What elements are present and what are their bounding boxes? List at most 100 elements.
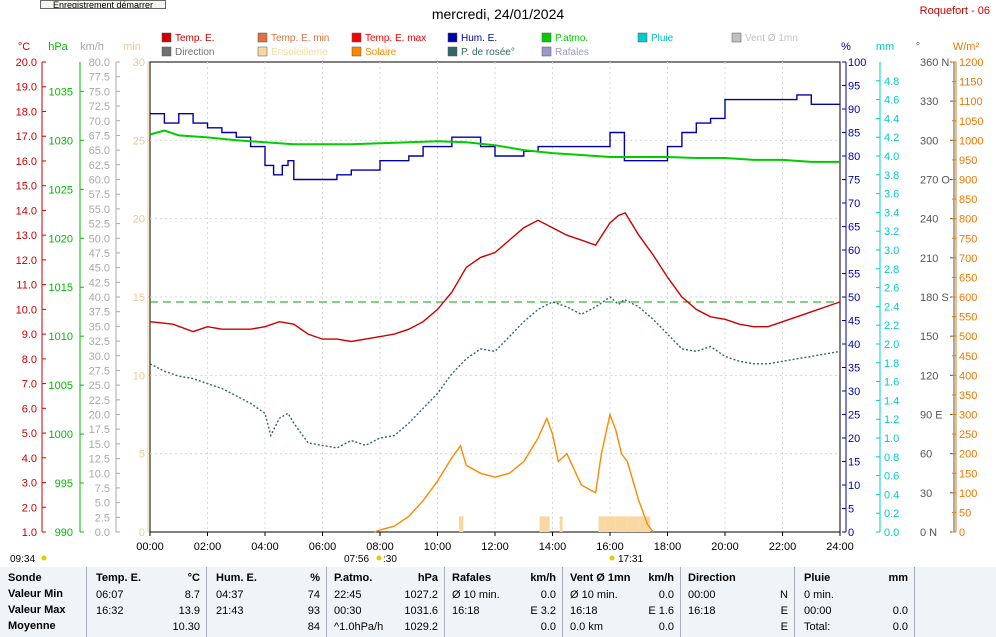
direction-tick-label: 270 O bbox=[920, 175, 950, 187]
solar-tick-label: 100 bbox=[959, 488, 977, 500]
direction-tick-label: 60 bbox=[920, 449, 932, 461]
temp-tick-label: 20.0 bbox=[16, 57, 37, 69]
direction-tick-label: 210 bbox=[920, 253, 938, 265]
solar-tick-label: 500 bbox=[959, 331, 977, 343]
stats-col-unit: hPa bbox=[417, 572, 438, 584]
rain-tick-label: 0.0 bbox=[884, 527, 899, 539]
stats-col-unit: km/h bbox=[530, 572, 556, 584]
stats-col-vent: Vent Ø 1mn km/h Ø 10 min. 0.0 16:18 E 1.6 0.0 … bbox=[562, 567, 681, 637]
wind-tick-label: 15.0 bbox=[89, 439, 110, 451]
humidity-tick-label: 25 bbox=[848, 410, 860, 422]
x-tick-label: 04:00 bbox=[251, 541, 279, 553]
humidity-tick-label: 95 bbox=[848, 81, 860, 93]
wind-tick-label: 5.0 bbox=[95, 498, 110, 510]
x-tick-label: 20:00 bbox=[711, 541, 739, 553]
sunshine-bar bbox=[615, 516, 622, 532]
wind-tick-label: 30.0 bbox=[89, 351, 110, 363]
stats-cell-value: 1027.2 bbox=[404, 589, 438, 601]
pressure-tick-label: 1030 bbox=[49, 135, 73, 147]
legend-swatch bbox=[447, 46, 458, 57]
temp-tick-label: 14.0 bbox=[16, 205, 37, 217]
x-tick-label: 00:00 bbox=[136, 541, 164, 553]
stats-cell-time: 0 min. bbox=[804, 589, 834, 601]
temp-unit: °C bbox=[18, 41, 30, 53]
sunset-dot bbox=[609, 555, 615, 561]
stats-cell-time: 00:00 bbox=[688, 589, 716, 601]
temp-tick-label: 10.0 bbox=[16, 304, 37, 316]
temp-tick-label: 19.0 bbox=[16, 82, 37, 94]
stats-cell-value: 13.9 bbox=[178, 605, 200, 617]
legend-swatch bbox=[161, 46, 172, 57]
stats-col-direction: Direction 00:00 N 16:18 E E bbox=[680, 567, 795, 637]
wind-tick-label: 60.0 bbox=[89, 175, 110, 187]
series-line-p-atmo- bbox=[149, 129, 840, 163]
stats-cell-time: 16:18 bbox=[570, 605, 598, 617]
humidity-tick-label: 0 bbox=[848, 527, 854, 539]
rain-tick-label: 0.4 bbox=[884, 489, 899, 501]
legend-swatch bbox=[257, 32, 268, 43]
x-axis: 00:00 02:00 04:00 06:00 08:00 10:00 12:00 14:00… bbox=[10, 532, 854, 565]
rain-tick-label: 3.2 bbox=[884, 226, 899, 238]
rain-unit: mm bbox=[876, 41, 894, 53]
rain-tick-label: 4.6 bbox=[884, 95, 899, 107]
rain-tick-label: 1.8 bbox=[884, 358, 899, 370]
temp-tick-label: 9.0 bbox=[22, 329, 37, 341]
stats-cell-value: N bbox=[780, 589, 788, 601]
solar-tick-label: 250 bbox=[959, 429, 977, 441]
wind-tick-label: 27.5 bbox=[89, 365, 110, 377]
direction-tick-label: 180 S bbox=[920, 292, 949, 304]
wind-tick-label: 80.0 bbox=[89, 57, 110, 69]
stats-cell-value: E bbox=[780, 621, 788, 633]
direction-tick-label: 90 E bbox=[920, 410, 943, 422]
stats-row-label: Moyenne bbox=[8, 620, 56, 632]
x-tick-label: 14:00 bbox=[539, 541, 567, 553]
sunshine-bar bbox=[633, 516, 639, 532]
temp-tick-label: 12.0 bbox=[16, 255, 37, 267]
solar-unit: W/m² bbox=[953, 41, 980, 53]
stats-panel: Sonde Valeur Min Valeur Max Moyenne Temp. E.… bbox=[0, 567, 996, 637]
wind-tick-label: 7.5 bbox=[95, 483, 110, 495]
solar-tick-label: 900 bbox=[959, 175, 977, 187]
solar-tick-label: 850 bbox=[959, 194, 977, 206]
legend-label: Temp. E. max bbox=[365, 33, 426, 44]
rain-tick-label: 4.2 bbox=[884, 132, 899, 144]
stats-cell-time: 16:18 bbox=[452, 605, 480, 617]
humidity-tick-label: 10 bbox=[848, 480, 860, 492]
stats-cell-time: 16:32 bbox=[96, 605, 124, 617]
wind-tick-label: 57.5 bbox=[89, 189, 110, 201]
legend-label: Hum. E. bbox=[461, 33, 497, 44]
sunshine-bar bbox=[638, 516, 645, 532]
legend-label: Temp. E. bbox=[175, 33, 214, 44]
stats-cell-value: 0.0 bbox=[892, 605, 908, 617]
humidity-tick-label: 15 bbox=[848, 457, 860, 469]
sunrise-label: 07:56 bbox=[344, 554, 369, 565]
humidity-tick-label: 80 bbox=[848, 151, 860, 163]
humidity-tick-label: 40 bbox=[848, 339, 860, 351]
wind-tick-label: 67.5 bbox=[89, 130, 110, 142]
stats-col-title: Rafales bbox=[452, 572, 492, 584]
legend-label: Vent Ø 1mn bbox=[745, 33, 798, 44]
weather-chart: Temp. E. Temp. E. min Temp. E. max Hum. E. P… bbox=[10, 5, 990, 565]
series-line-solaire bbox=[374, 412, 654, 533]
stats-col-title: Direction bbox=[688, 572, 736, 584]
stats-cell-time: 0.0 km bbox=[570, 621, 604, 633]
solar-tick-label: 650 bbox=[959, 272, 977, 284]
rain-tick-label: 2.4 bbox=[884, 301, 899, 313]
wind-tick-label: 55.0 bbox=[89, 204, 110, 216]
rain-tick-label: 1.2 bbox=[884, 414, 899, 426]
direction-tick-label: 120 bbox=[920, 370, 938, 382]
sunshine-bar bbox=[627, 516, 633, 532]
stats-cell-value: E 3.2 bbox=[530, 605, 556, 617]
record-start-button[interactable]: Enregistrement démarrer bbox=[40, 0, 166, 9]
humidity-tick-label: 60 bbox=[848, 245, 860, 257]
stats-col-title: Hum. E. bbox=[216, 572, 257, 584]
sun-tick-label: 15 bbox=[133, 292, 145, 304]
legend-label: P. de rosée° bbox=[461, 47, 515, 58]
rain-tick-label: 2.6 bbox=[884, 283, 899, 295]
rain-tick-label: 2.2 bbox=[884, 320, 899, 332]
legend-swatch bbox=[541, 46, 552, 57]
pressure-tick-label: 1005 bbox=[49, 380, 73, 392]
x-tick-label: 08:00 bbox=[366, 541, 394, 553]
rain-tick-label: 4.8 bbox=[884, 76, 899, 88]
wind-tick-label: 45.0 bbox=[89, 263, 110, 275]
